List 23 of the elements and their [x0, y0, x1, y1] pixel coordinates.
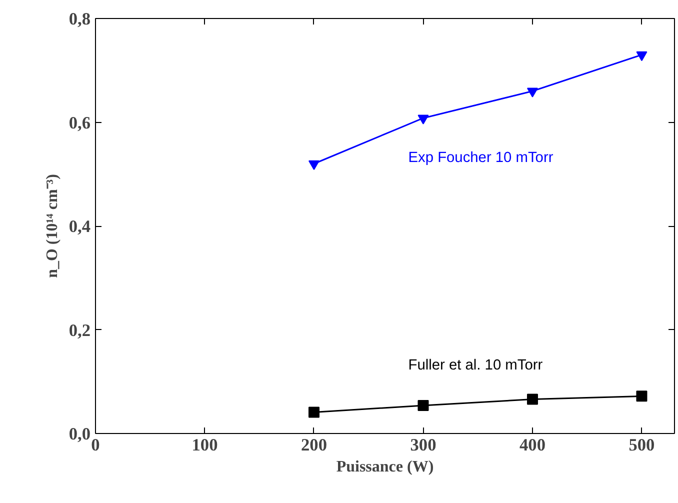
point: [308, 406, 320, 418]
x-tick-label: 0: [91, 436, 100, 454]
y-axis-title: n_O (10¹⁴ cm⁻³): [44, 174, 61, 278]
x-tick-label: 300: [410, 436, 436, 454]
point: [636, 51, 648, 62]
point: [308, 160, 320, 170]
point: [418, 400, 429, 411]
y-tick-label: 0,8: [68, 10, 91, 28]
point: [418, 114, 429, 124]
series-label: Exp Foucher 10 mTorr: [408, 150, 554, 166]
series-label: Fuller et al. 10 mTorr: [408, 357, 543, 374]
x-tick-label: 100: [192, 436, 218, 454]
point: [636, 390, 648, 402]
y-tick-label: 0,2: [68, 320, 91, 340]
x-tick-label: 500: [628, 436, 655, 454]
y-tick-label: 0,6: [68, 113, 91, 132]
y-tick-label: 0,4: [68, 217, 91, 236]
x-axis-title: Puissance (W): [336, 458, 434, 476]
y-tick-label: 0,0: [68, 424, 91, 444]
x-tick-label: 200: [300, 436, 327, 454]
x-tick-label: 400: [519, 436, 546, 454]
point: [526, 394, 538, 405]
point: [526, 88, 538, 98]
